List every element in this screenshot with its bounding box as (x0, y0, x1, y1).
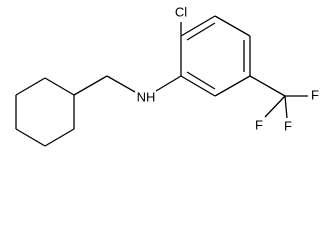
atom-label: F (284, 118, 292, 133)
atom-label: F (255, 117, 263, 132)
atom-label: F (311, 87, 319, 102)
page: Cl NH F F F (() => { const data = JSON.p… (15, 4, 320, 147)
atom-label: Cl (175, 4, 187, 19)
bonds (15, 15, 308, 147)
structure: Cl NH F F F (15, 4, 319, 147)
atom-label: NH (137, 89, 156, 104)
